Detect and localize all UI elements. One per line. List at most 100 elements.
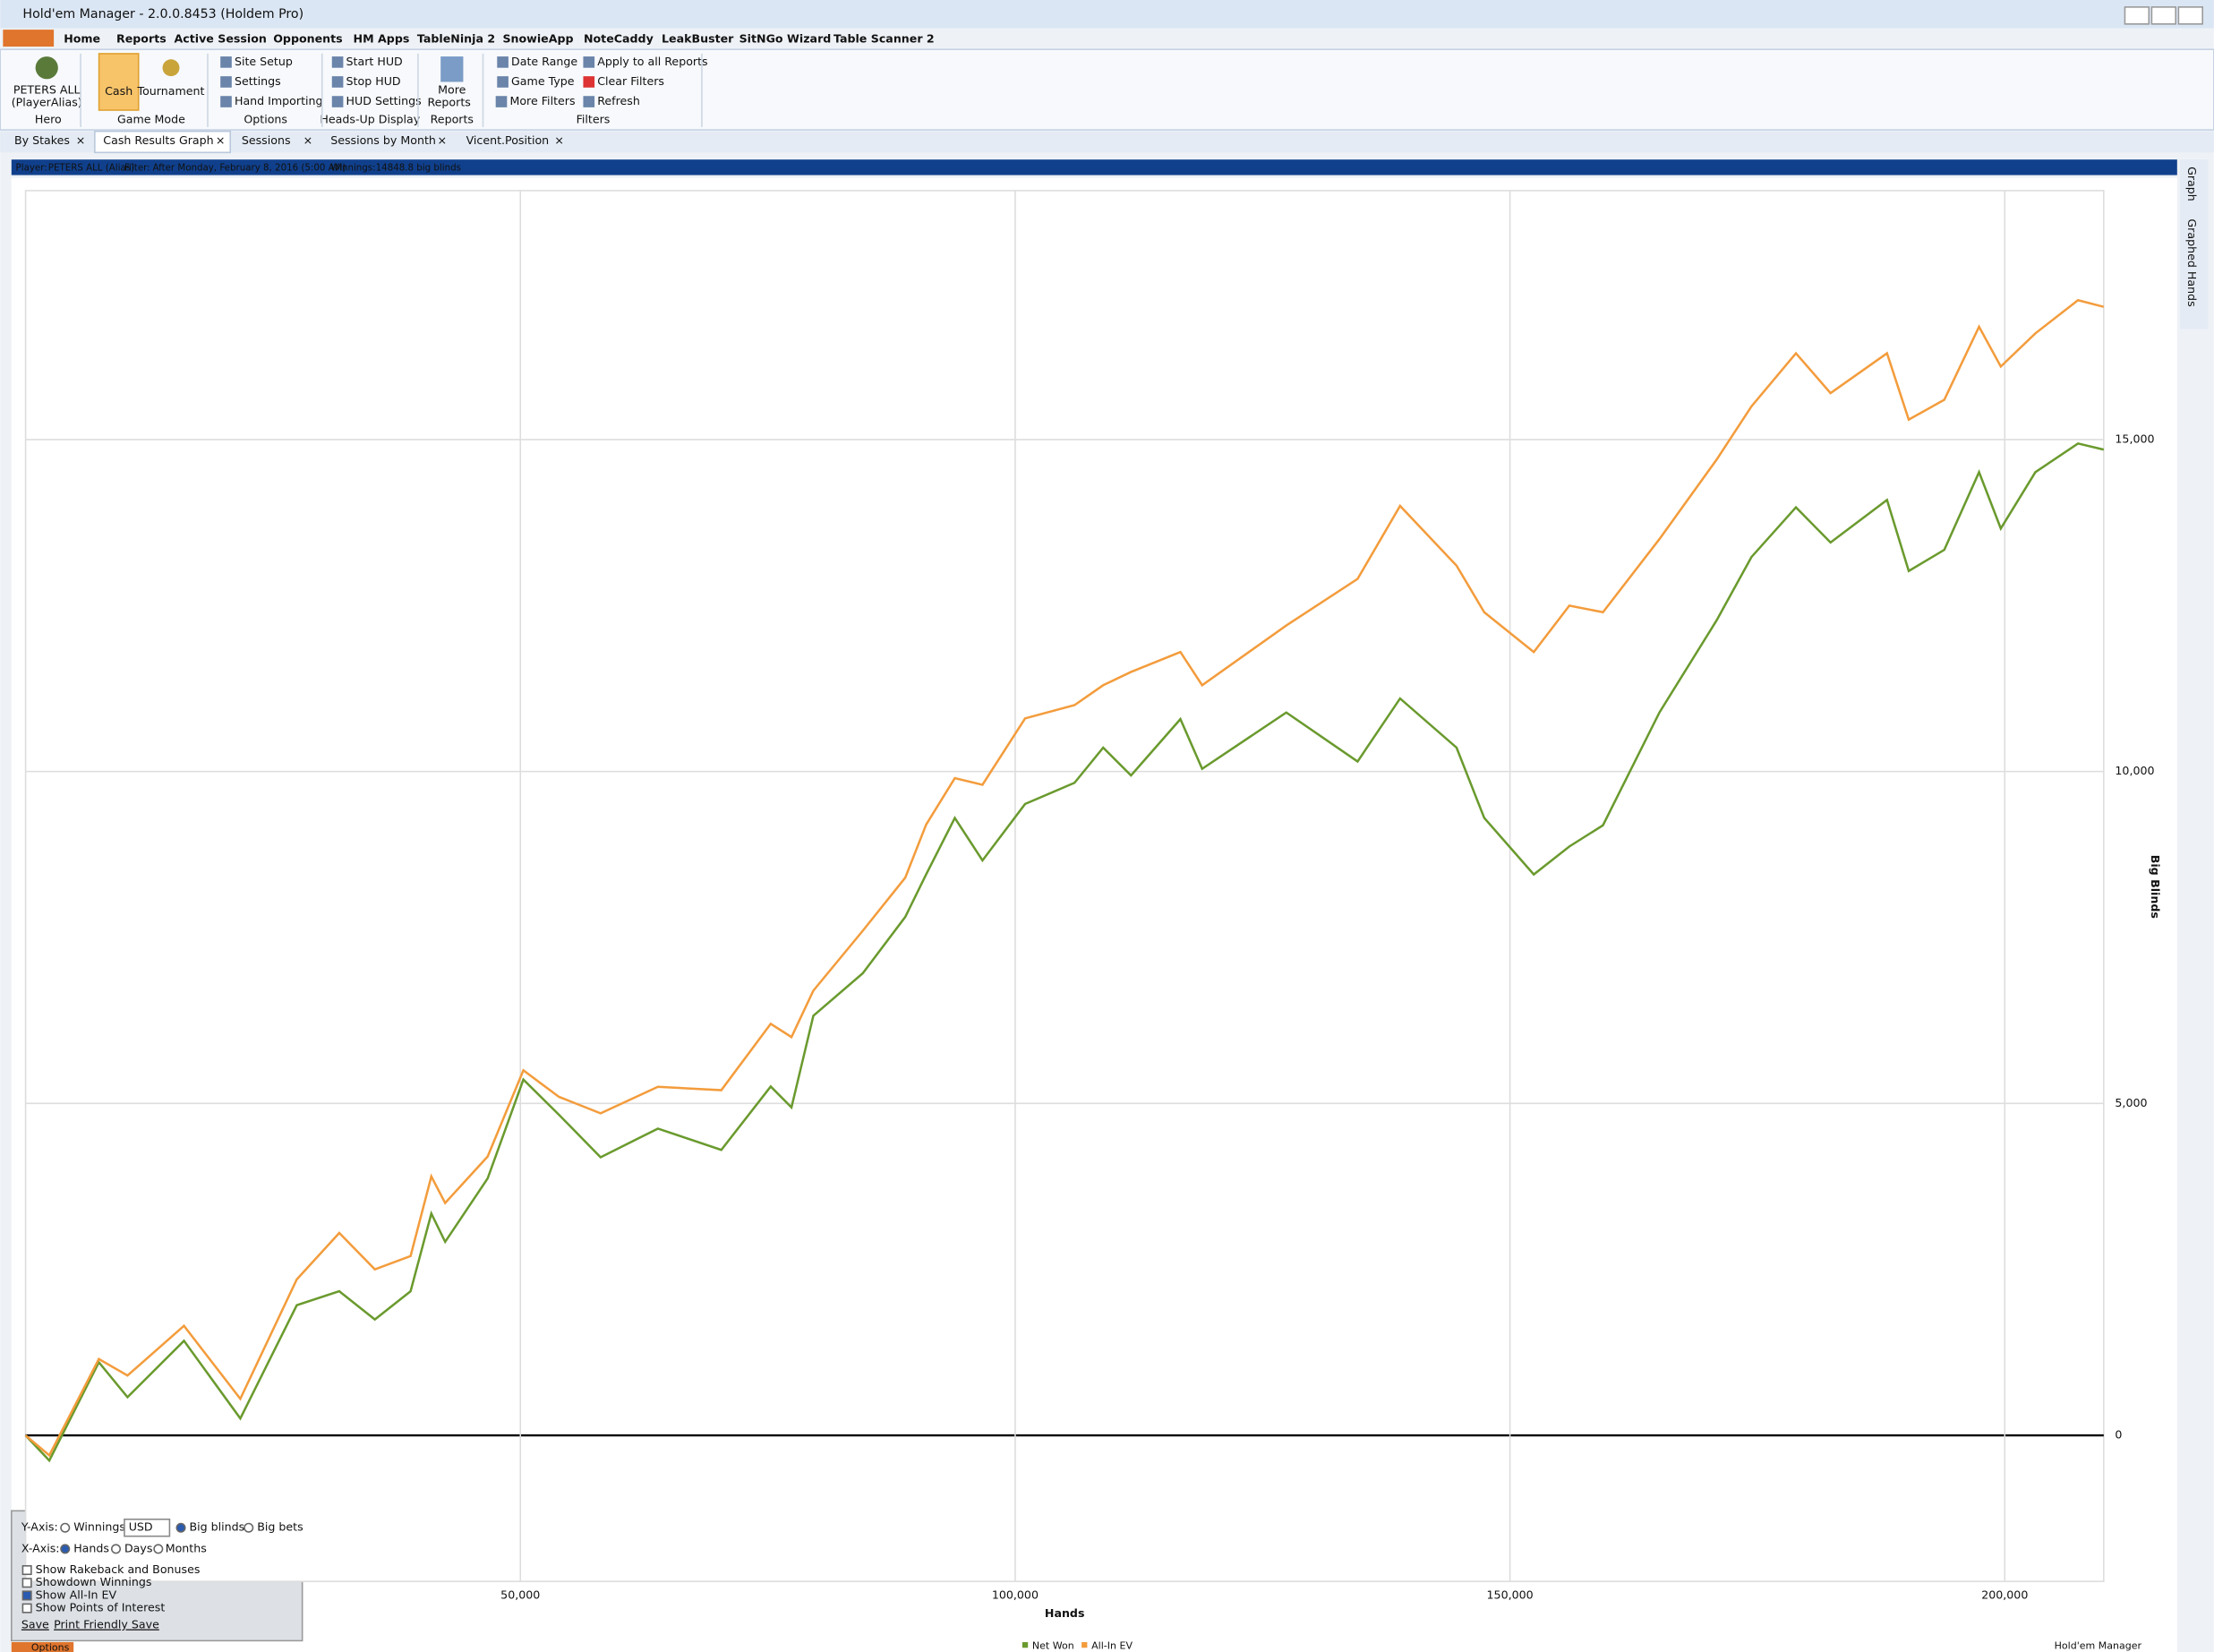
document-tab[interactable]: Cash Results Graph <box>103 133 213 147</box>
checkbox[interactable] <box>21 1603 32 1613</box>
label: Y-Axis: <box>21 1520 58 1534</box>
menu-item[interactable]: Home <box>64 32 100 46</box>
menu-item[interactable]: Table Scanner 2 <box>833 32 935 46</box>
radio-label[interactable]: Hands <box>73 1541 109 1554</box>
info-bar-text: Winnings: <box>330 163 375 174</box>
tab-close[interactable]: × <box>216 133 226 147</box>
menu-item[interactable]: HM Apps <box>354 32 410 46</box>
title-bar <box>0 0 2214 29</box>
info-bar-text: After Monday, February 8, 2016 (5:00 AM) <box>153 163 346 174</box>
minimize-button[interactable] <box>2124 6 2150 25</box>
checkbox-label[interactable]: Show Rakeback and Bonuses <box>36 1562 201 1576</box>
brand: Hold'em Manager <box>2055 1640 2142 1652</box>
document-tab[interactable]: Sessions by Month <box>330 133 436 147</box>
ribbon-icon <box>497 56 509 68</box>
close-button[interactable] <box>2177 6 2203 25</box>
series-line <box>24 441 2105 1463</box>
radio[interactable] <box>60 1544 71 1554</box>
ribbon-button[interactable]: Site Setup <box>235 55 293 68</box>
ribbon-button[interactable]: Settings <box>235 74 281 88</box>
y-tick-label: 5,000 <box>2115 1096 2147 1109</box>
menu-item[interactable]: TableNinja 2 <box>417 32 495 46</box>
info-bar-text: Player: <box>16 163 47 174</box>
reports-icon <box>440 56 464 82</box>
ribbon-group-label: Game Mode <box>117 113 185 126</box>
ribbon-button[interactable]: Start HUD <box>346 55 403 68</box>
radio-label[interactable]: Winnings <box>73 1520 125 1534</box>
menu-item[interactable]: NoteCaddy <box>584 32 654 46</box>
app-menu-button[interactable] <box>3 30 55 47</box>
radio-label[interactable]: Days <box>124 1541 152 1554</box>
info-bar-text: 14848.8 big blinds <box>376 163 461 174</box>
ribbon-button[interactable]: More <box>438 82 466 96</box>
ribbon-icon <box>583 76 595 88</box>
document-tab[interactable]: Sessions <box>242 133 291 147</box>
ribbon-button[interactable]: Date Range <box>511 55 577 68</box>
menu-item[interactable]: SnowieApp <box>502 32 573 46</box>
side-tab-strip <box>2179 159 2209 330</box>
hero-alias[interactable]: (PlayerAlias) <box>12 96 82 109</box>
ribbon-button[interactable]: Clear Filters <box>597 74 664 88</box>
checkbox[interactable] <box>21 1590 32 1601</box>
radio[interactable] <box>153 1544 164 1554</box>
radio-label[interactable]: Big bets <box>257 1520 303 1534</box>
options-button[interactable] <box>11 1641 74 1652</box>
link[interactable]: Save <box>21 1618 49 1631</box>
radio[interactable] <box>244 1522 254 1533</box>
ribbon-button[interactable]: More Filters <box>509 94 575 107</box>
radio[interactable] <box>110 1544 122 1554</box>
document-tab[interactable]: Vicent.Position <box>466 133 550 147</box>
tab-close[interactable]: × <box>303 133 313 147</box>
active-tab <box>94 130 232 154</box>
menu-item[interactable]: Reports <box>116 32 167 46</box>
plot-area <box>24 190 2105 1582</box>
checkbox-label[interactable]: Showdown Winnings <box>36 1575 152 1588</box>
checkbox-label[interactable]: Show All-In EV <box>36 1588 117 1601</box>
radio[interactable] <box>175 1522 186 1533</box>
ribbon-button[interactable]: Hand Importing <box>235 94 323 107</box>
maximize-button[interactable] <box>2150 6 2177 25</box>
menu-item[interactable]: Active Session <box>175 32 267 46</box>
menu-item[interactable]: SitNGo Wizard <box>739 32 832 46</box>
ribbon-button[interactable]: Refresh <box>597 94 640 107</box>
ribbon-icon <box>583 56 595 68</box>
x-axis-title: Hands <box>1045 1606 1085 1620</box>
checkbox[interactable] <box>21 1578 32 1588</box>
ribbon-button[interactable]: HUD Settings <box>346 94 422 107</box>
ribbon-icon <box>331 96 344 107</box>
side-tab[interactable]: Graphed Hands <box>2185 218 2199 306</box>
link[interactable]: Print Friendly Save <box>54 1618 159 1631</box>
ribbon-button[interactable]: Reports <box>427 96 470 109</box>
radio-label[interactable]: Big blinds <box>190 1520 245 1534</box>
x-tick-label: 200,000 <box>1981 1588 2028 1601</box>
info-bar-text: Filter: <box>124 163 150 174</box>
ribbon <box>0 48 2214 131</box>
menu-item[interactable]: Opponents <box>273 32 342 46</box>
legend-label: All-In EV <box>1091 1640 1133 1652</box>
menu-item[interactable]: LeakBuster <box>662 32 734 46</box>
mode-button[interactable]: Tournament <box>137 84 205 98</box>
tab-close[interactable]: × <box>437 133 447 147</box>
x-tick-label: 50,000 <box>500 1588 540 1601</box>
ribbon-button[interactable]: Stop HUD <box>346 74 401 88</box>
checkbox[interactable] <box>21 1565 32 1576</box>
currency-select[interactable] <box>124 1518 171 1537</box>
ribbon-button[interactable]: Game Type <box>511 74 575 88</box>
radio-label[interactable]: Months <box>166 1541 207 1554</box>
side-tab[interactable]: Graph <box>2185 167 2199 201</box>
tab-close[interactable]: × <box>554 133 564 147</box>
x-tick-label: 150,000 <box>1487 1588 1534 1601</box>
ribbon-icon <box>331 56 344 68</box>
currency[interactable]: USD <box>129 1520 153 1534</box>
checkbox-label[interactable]: Show Points of Interest <box>36 1601 166 1614</box>
y-tick-label: 0 <box>2115 1428 2122 1442</box>
hero-name[interactable]: PETERS ALL <box>13 82 81 96</box>
options-button-label[interactable]: Options <box>31 1641 70 1652</box>
mode-button[interactable]: Cash <box>105 84 132 98</box>
ribbon-group-label: Reports <box>431 113 474 126</box>
ribbon-button[interactable]: Apply to all Reports <box>597 55 707 68</box>
document-tab[interactable]: By Stakes <box>14 133 70 147</box>
tab-close[interactable]: × <box>76 133 86 147</box>
radio[interactable] <box>60 1522 71 1533</box>
